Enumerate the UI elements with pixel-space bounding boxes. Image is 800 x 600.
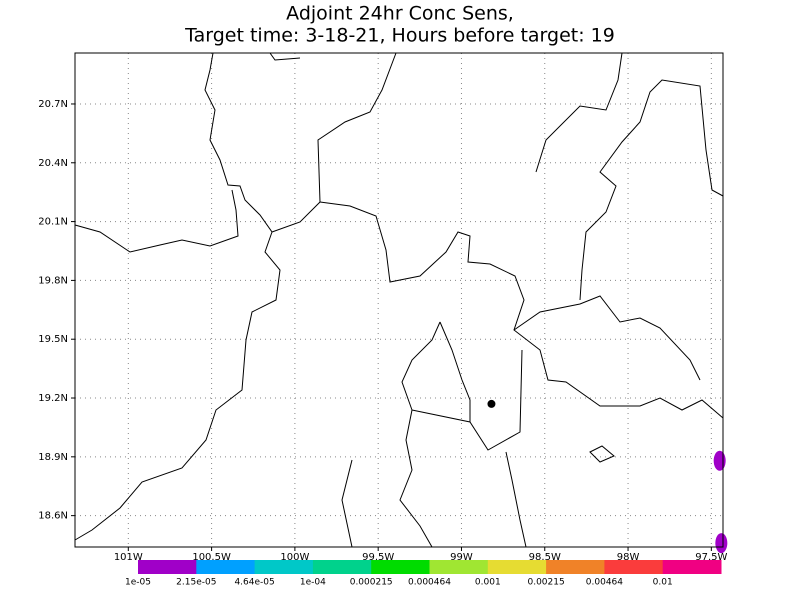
border [271, 52, 397, 233]
colorbar-label: 0.001 [475, 578, 501, 588]
lat-label: 19.8N [38, 275, 68, 286]
colorbar-swatch [546, 560, 605, 574]
colorbar-label: 0.000215 [350, 578, 393, 588]
colorbar-swatch [487, 560, 547, 574]
border [74, 52, 281, 541]
colorbar-swatch [371, 560, 430, 574]
border [535, 52, 623, 173]
lon-label: 99W [450, 552, 473, 563]
border [269, 52, 301, 61]
sensitivity-cell [715, 533, 728, 554]
grid [75, 53, 723, 547]
lon-label: 98W [617, 552, 640, 563]
colorbar-label: 0.000464 [408, 578, 451, 588]
lat-label: 20.4N [38, 158, 68, 169]
colorbar-label: 0.01 [653, 578, 673, 588]
colorbar-swatch [604, 560, 664, 574]
colorbar-label: 0.00464 [586, 578, 623, 588]
border [439, 321, 471, 422]
border [589, 445, 615, 463]
target-point [487, 399, 496, 408]
plot-frame [74, 52, 724, 548]
lon-label: 100W [280, 552, 309, 563]
borders [74, 52, 724, 548]
title-line: Target time: 3-18-21, Hours before targe… [184, 25, 615, 47]
lat-label: 20.1N [38, 217, 68, 228]
colorbar-label: 4.64e-05 [234, 578, 274, 588]
lat-label: 18.9N [38, 452, 68, 463]
border [74, 189, 239, 253]
lat-label: 19.2N [38, 393, 68, 404]
border [341, 459, 353, 548]
colorbar-swatch [254, 560, 314, 574]
colorbar-swatch [662, 560, 722, 574]
lat-label: 19.5N [38, 334, 68, 345]
axis-labels: 18.6N 18.9N 19.2N 19.5N 19.8N 20.1N 20.4N 20.7N… [38, 99, 727, 563]
border [399, 321, 441, 548]
colorbar-swatch [312, 560, 372, 574]
data-layer [487, 399, 728, 554]
sensitivity-cell [713, 450, 726, 471]
colorbar: 1e-05 2.15e-05 4.64e-05 1e-04 0.000215 0.0004… [125, 560, 722, 588]
lon-label: 100.5W [192, 552, 231, 563]
title-line: Adjoint 24hr Conc Sens, [286, 3, 514, 25]
border [319, 201, 724, 419]
colorbar-label: 1e-05 [125, 578, 151, 588]
lat-label: 20.7N [38, 99, 68, 110]
lon-label: 98.5W [529, 552, 561, 563]
colorbar-swatch [138, 560, 197, 574]
colorbar-swatch [196, 560, 256, 574]
lat-label: 18.6N [38, 511, 68, 522]
lon-label: 99.5W [362, 552, 394, 563]
colorbar-label: 2.15e-05 [176, 578, 216, 588]
colorbar-label: 1e-04 [300, 578, 326, 588]
border [505, 451, 527, 548]
border [579, 79, 724, 301]
lon-label: 97.5W [695, 552, 727, 563]
lon-label: 101W [114, 552, 143, 563]
border [411, 349, 523, 451]
border [513, 295, 701, 381]
colorbar-swatch [429, 560, 489, 574]
colorbar-label: 0.00215 [527, 578, 564, 588]
